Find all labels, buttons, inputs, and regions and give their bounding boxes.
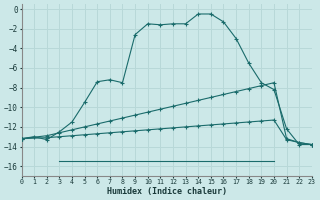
- X-axis label: Humidex (Indice chaleur): Humidex (Indice chaleur): [107, 187, 227, 196]
